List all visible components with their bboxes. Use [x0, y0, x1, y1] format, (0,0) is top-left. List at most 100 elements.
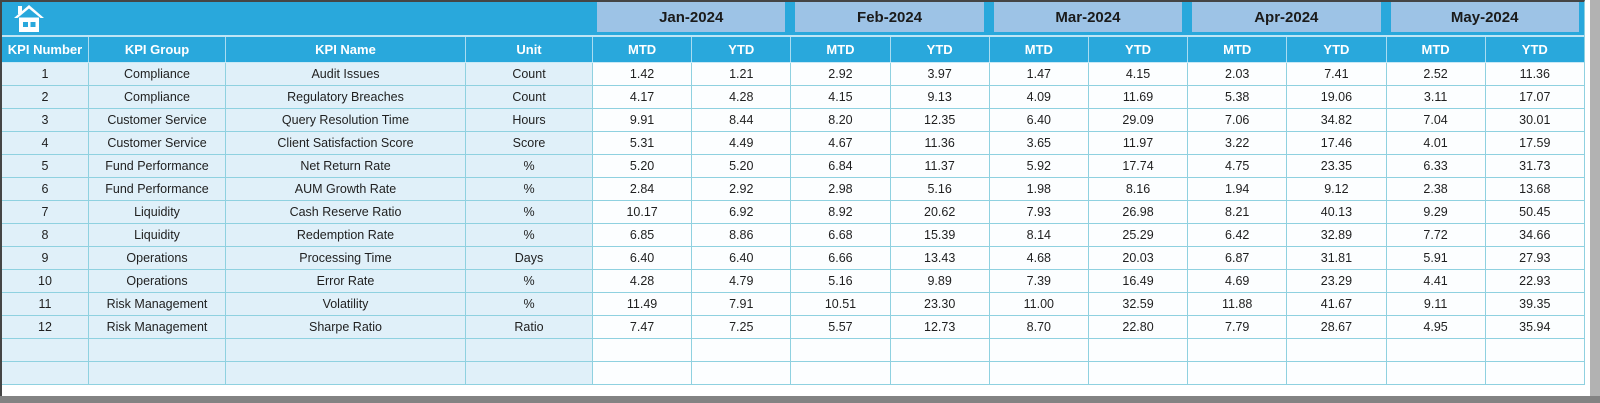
cell-kpi-name[interactable]: Sharpe Ratio: [225, 316, 465, 339]
cell-value[interactable]: 8.16: [1087, 178, 1188, 201]
cell-value[interactable]: 7.39: [988, 270, 1088, 293]
cell-value[interactable]: 32.89: [1286, 224, 1386, 247]
month-header-may[interactable]: May-2024: [1390, 2, 1579, 32]
cell-value[interactable]: 6.42: [1187, 224, 1287, 247]
cell-kpi-group[interactable]: Compliance: [88, 63, 225, 86]
cell-value[interactable]: 4.41: [1385, 270, 1485, 293]
cell-value[interactable]: 3.97: [889, 63, 989, 86]
cell-kpi-number[interactable]: 9: [2, 247, 88, 270]
cell-value[interactable]: 6.40: [691, 247, 791, 270]
cell-kpi-number[interactable]: 1: [2, 63, 88, 86]
cell-value[interactable]: 9.13: [889, 86, 989, 109]
cell-value[interactable]: 30.01: [1484, 109, 1584, 132]
cell-kpi-number[interactable]: 8: [2, 224, 88, 247]
cell-value[interactable]: 7.91: [691, 293, 791, 316]
cell-value[interactable]: [889, 339, 989, 362]
cell-kpi-unit[interactable]: %: [465, 224, 592, 247]
cell-value[interactable]: 13.43: [889, 247, 989, 270]
cell-kpi-unit[interactable]: %: [465, 293, 592, 316]
cell-value[interactable]: 11.37: [889, 155, 989, 178]
cell-value[interactable]: 23.35: [1286, 155, 1386, 178]
cell-value[interactable]: 4.68: [988, 247, 1088, 270]
cell-value[interactable]: 2.52: [1385, 63, 1485, 86]
cell-kpi-group[interactable]: Fund Performance: [88, 155, 225, 178]
cell-value[interactable]: 41.67: [1286, 293, 1386, 316]
cell-value[interactable]: [1187, 339, 1287, 362]
cell-value[interactable]: [1385, 339, 1485, 362]
cell-value[interactable]: [790, 339, 890, 362]
cell-value[interactable]: 9.91: [592, 109, 692, 132]
cell-value[interactable]: [691, 339, 791, 362]
cell-kpi-name[interactable]: [225, 362, 465, 385]
cell-value[interactable]: 2.98: [790, 178, 890, 201]
cell-value[interactable]: 5.16: [889, 178, 989, 201]
cell-kpi-unit[interactable]: Hours: [465, 109, 592, 132]
cell-value[interactable]: 10.51: [790, 293, 890, 316]
col-header-jan-ytd[interactable]: YTD: [691, 37, 790, 62]
cell-value[interactable]: 20.03: [1087, 247, 1188, 270]
cell-value[interactable]: 4.75: [1187, 155, 1287, 178]
month-header-feb[interactable]: Feb-2024: [795, 2, 984, 32]
cell-kpi-name[interactable]: Redemption Rate: [225, 224, 465, 247]
cell-kpi-name[interactable]: Client Satisfaction Score: [225, 132, 465, 155]
cell-value[interactable]: 23.30: [889, 293, 989, 316]
cell-value[interactable]: 20.62: [889, 201, 989, 224]
col-header-apr-mtd[interactable]: MTD: [1187, 37, 1286, 62]
cell-value[interactable]: 6.87: [1187, 247, 1287, 270]
cell-kpi-name[interactable]: Volatility: [225, 293, 465, 316]
cell-value[interactable]: [790, 362, 890, 385]
cell-value[interactable]: 9.89: [889, 270, 989, 293]
cell-value[interactable]: 4.28: [691, 86, 791, 109]
month-header-apr[interactable]: Apr-2024: [1192, 2, 1381, 32]
cell-value[interactable]: 8.14: [988, 224, 1088, 247]
cell-kpi-unit[interactable]: %: [465, 178, 592, 201]
cell-value[interactable]: 12.73: [889, 316, 989, 339]
cell-value[interactable]: 2.38: [1385, 178, 1485, 201]
cell-kpi-number[interactable]: 10: [2, 270, 88, 293]
cell-value[interactable]: 6.85: [592, 224, 692, 247]
cell-kpi-number[interactable]: 12: [2, 316, 88, 339]
cell-value[interactable]: 1.94: [1187, 178, 1287, 201]
cell-value[interactable]: 8.70: [988, 316, 1088, 339]
cell-value[interactable]: 11.69: [1087, 86, 1188, 109]
month-header-jan[interactable]: Jan-2024: [597, 2, 786, 32]
cell-kpi-group[interactable]: [88, 362, 225, 385]
cell-value[interactable]: [1484, 362, 1584, 385]
cell-value[interactable]: 3.22: [1187, 132, 1287, 155]
cell-kpi-number[interactable]: 5: [2, 155, 88, 178]
home-button[interactable]: [2, 2, 592, 35]
cell-value[interactable]: 4.49: [691, 132, 791, 155]
cell-value[interactable]: 4.09: [988, 86, 1088, 109]
cell-kpi-number[interactable]: 6: [2, 178, 88, 201]
cell-value[interactable]: 8.21: [1187, 201, 1287, 224]
cell-value[interactable]: 23.29: [1286, 270, 1386, 293]
cell-value[interactable]: 10.17: [592, 201, 692, 224]
cell-kpi-unit[interactable]: %: [465, 155, 592, 178]
cell-value[interactable]: 6.68: [790, 224, 890, 247]
cell-kpi-group[interactable]: Fund Performance: [88, 178, 225, 201]
cell-value[interactable]: [1087, 362, 1188, 385]
cell-kpi-group[interactable]: Liquidity: [88, 201, 225, 224]
cell-value[interactable]: 17.07: [1484, 86, 1584, 109]
cell-value[interactable]: 4.79: [691, 270, 791, 293]
col-header-kpi-number[interactable]: KPI Number: [7, 42, 83, 57]
cell-kpi-unit[interactable]: Count: [465, 63, 592, 86]
cell-value[interactable]: 1.47: [988, 63, 1088, 86]
cell-value[interactable]: 35.94: [1484, 316, 1584, 339]
cell-value[interactable]: 5.91: [1385, 247, 1485, 270]
cell-value[interactable]: [691, 362, 791, 385]
cell-value[interactable]: 7.47: [592, 316, 692, 339]
cell-kpi-group[interactable]: Liquidity: [88, 224, 225, 247]
cell-value[interactable]: 5.16: [790, 270, 890, 293]
cell-value[interactable]: 11.00: [988, 293, 1088, 316]
cell-value[interactable]: 31.81: [1286, 247, 1386, 270]
col-header-unit[interactable]: Unit: [465, 37, 592, 62]
cell-value[interactable]: 4.15: [1087, 63, 1188, 86]
cell-value[interactable]: 2.84: [592, 178, 692, 201]
cell-kpi-name[interactable]: Net Return Rate: [225, 155, 465, 178]
cell-value[interactable]: 11.88: [1187, 293, 1287, 316]
cell-kpi-unit[interactable]: [465, 362, 592, 385]
cell-value[interactable]: 17.59: [1484, 132, 1584, 155]
cell-value[interactable]: 7.79: [1187, 316, 1287, 339]
cell-value[interactable]: 4.17: [592, 86, 692, 109]
